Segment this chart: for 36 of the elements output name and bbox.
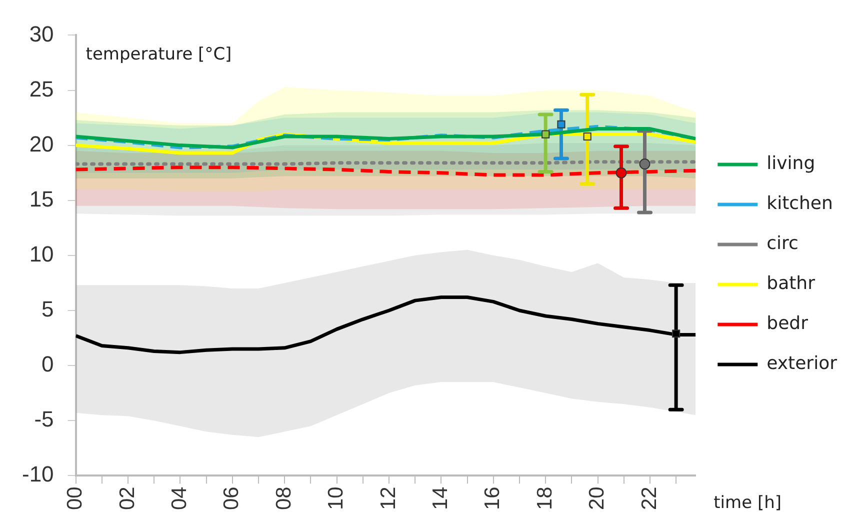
y-tick-label: 15 (29, 186, 54, 212)
legend-label: bedr (766, 313, 809, 334)
x-tick-label: 04 (168, 486, 191, 510)
x-tick-label: 10 (324, 486, 348, 510)
legend-label: circ (766, 233, 798, 254)
y-tick-label: 5 (42, 296, 54, 322)
line-series (76, 166, 696, 177)
x-tick-label: 20 (586, 486, 609, 510)
legend-label: kitchen (766, 193, 833, 214)
point (672, 330, 680, 338)
y-axis-title: temperature [°C] (86, 44, 232, 65)
point (616, 167, 627, 178)
point (557, 120, 566, 128)
x-tick-label: 00 (64, 486, 87, 510)
legend-label: bathr (766, 273, 816, 294)
point (639, 158, 650, 170)
x-tick-label: 08 (272, 486, 296, 510)
x-tick-label: 14 (428, 486, 452, 510)
x-tick-label: 06 (220, 486, 244, 510)
x-tick-label: 12 (376, 486, 400, 510)
x-tick-label: 02 (116, 486, 139, 510)
x-tick-label: 18 (533, 486, 556, 510)
point (583, 132, 592, 141)
y-tick-label: 0 (42, 352, 54, 377)
legend-label: living (766, 153, 816, 174)
point (542, 130, 550, 138)
y-tick-label: 20 (29, 131, 54, 156)
y-tick-label: -10 (22, 462, 54, 487)
y-tick-label: 25 (29, 76, 54, 102)
x-axis-title: time [h] (714, 493, 782, 513)
legend-label: exterior (766, 353, 838, 374)
x-tick-label: 22 (638, 486, 661, 510)
y-tick-label: 10 (29, 241, 54, 266)
y-tick-label: -5 (34, 406, 54, 432)
y-tick-label: 30 (29, 21, 54, 46)
x-tick-label: 16 (481, 486, 504, 510)
